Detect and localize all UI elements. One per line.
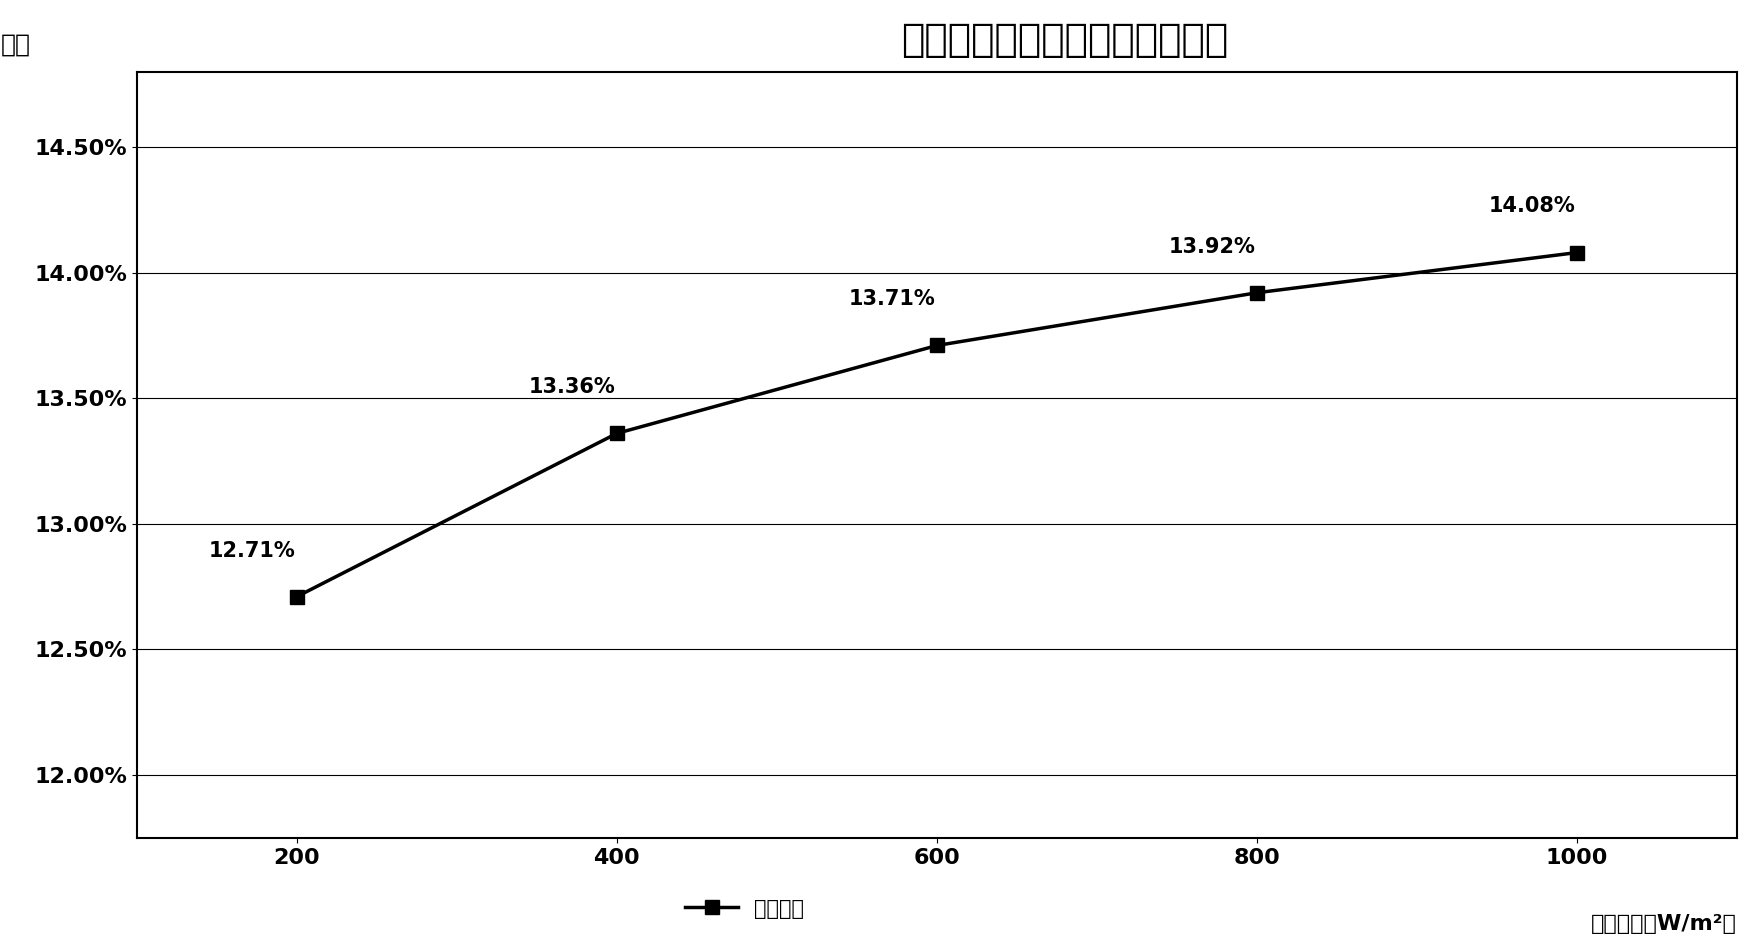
Text: 14.08%: 14.08% [1488, 196, 1574, 216]
组件效率 [606, 427, 627, 439]
组件效率 [1565, 247, 1587, 258]
组件效率 [1246, 287, 1267, 298]
Text: 13.92%: 13.92% [1168, 236, 1254, 256]
Legend: 组件效率: 组件效率 [676, 890, 812, 927]
Text: 效率: 效率 [0, 32, 30, 56]
Text: 13.36%: 13.36% [529, 377, 615, 397]
组件效率 [926, 340, 947, 351]
Text: 光照强度（W/m²）: 光照强度（W/m²） [1590, 915, 1736, 935]
Title: 不同光照强度下组件的效率曲线: 不同光照强度下组件的效率曲线 [901, 21, 1228, 59]
Line: 组件效率: 组件效率 [290, 246, 1583, 604]
Text: 13.71%: 13.71% [849, 289, 935, 309]
组件效率 [286, 591, 307, 603]
Text: 12.71%: 12.71% [209, 541, 295, 561]
